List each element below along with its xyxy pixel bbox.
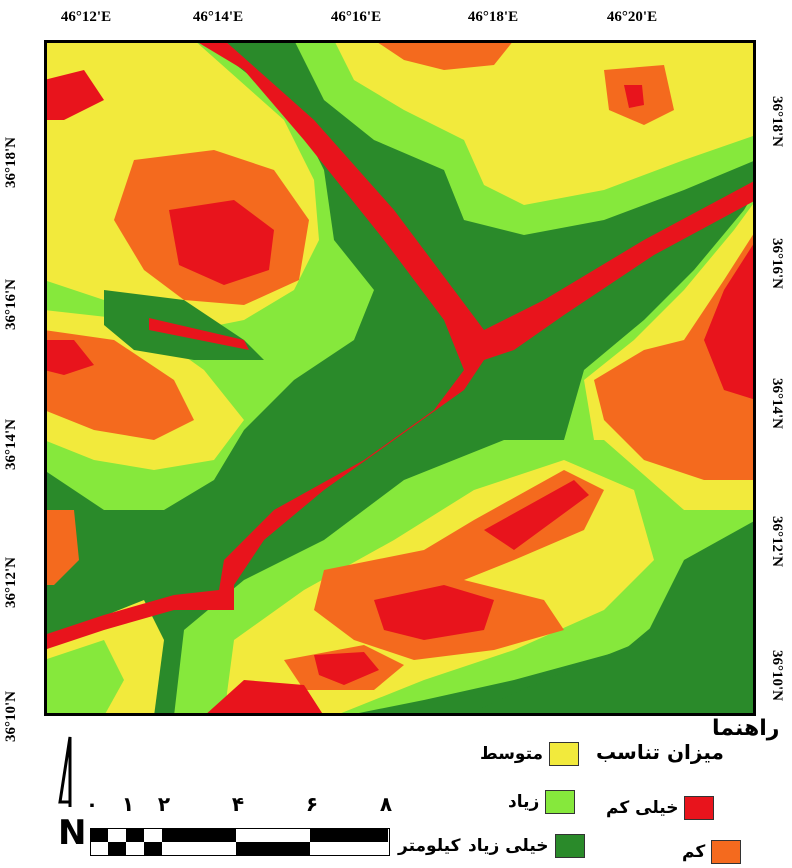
swatch-high (545, 790, 576, 814)
legend-label: متوسط (480, 744, 544, 764)
zone-very-low (204, 680, 324, 716)
scale-number: ۶ (305, 792, 319, 816)
longitude-label: 46°18'E (467, 9, 519, 25)
legend-title: راهنما (712, 716, 780, 741)
legend-label: زیاد (508, 792, 540, 812)
zone-very-low (704, 240, 756, 400)
legend-label: کم (682, 842, 706, 862)
latitude-label-right: 36°18'N (769, 96, 785, 147)
zone-very-low (169, 200, 274, 285)
latitude-label-left: 36°16'N (3, 279, 19, 330)
scale-number: ۰ (85, 792, 99, 816)
legend-label: خیلی زیاد (468, 836, 549, 856)
zone-very-low (484, 480, 589, 550)
scale-number: ۴ (231, 792, 245, 816)
scale-number: ۸ (379, 792, 393, 816)
zone-very-low (44, 70, 104, 120)
latitude-label-left: 36°14'N (3, 419, 19, 470)
legend-item-high: زیاد (508, 790, 576, 814)
latitude-label-right: 36°12'N (769, 516, 785, 567)
swatch-very-high (554, 834, 585, 858)
swatch-very-low (684, 796, 715, 820)
north-arrow-icon: N (58, 736, 86, 852)
zone-low (594, 230, 756, 480)
latitude-label-left: 36°12'N (3, 557, 19, 608)
legend-item-medium: متوسط (480, 742, 580, 766)
scale-bar (90, 828, 390, 856)
zone-very-high (464, 520, 756, 716)
latitude-label-left: 36°18'N (3, 137, 19, 188)
legend-heading: میزان تناسب (596, 740, 724, 764)
suitability-map[interactable] (44, 40, 756, 716)
legend-item-very-high: خیلی زیاد (468, 834, 585, 858)
latitude-label-right: 36°14'N (769, 378, 785, 429)
legend-item-low: کم (682, 840, 742, 864)
scale-number: ۲ (157, 792, 171, 816)
longitude-label: 46°12'E (60, 9, 112, 25)
legend-item-very-low: خیلی کم (606, 796, 715, 820)
latitude-label-left: 36°10'N (3, 691, 19, 742)
longitude-label: 46°14'E (192, 9, 244, 25)
longitude-label: 46°20'E (606, 9, 658, 25)
zone-very-low (374, 585, 494, 640)
swatch-medium (549, 742, 580, 766)
swatch-low (711, 840, 742, 864)
zone-low (374, 40, 514, 70)
zone-very-low (624, 85, 644, 108)
longitude-label: 46°16'E (330, 9, 382, 25)
latitude-label-right: 36°16'N (769, 238, 785, 289)
north-label: N (58, 813, 86, 852)
legend-label: خیلی کم (606, 798, 679, 818)
zone-very-low (314, 652, 379, 685)
zone-very-low (149, 318, 249, 350)
latitude-label-right: 36°10'N (769, 650, 785, 701)
scale-unit: کیلومتر (398, 836, 461, 856)
zone-low (44, 510, 79, 585)
zone-high (44, 640, 124, 716)
scale-number: ۱ (121, 792, 135, 816)
zone-very-low (44, 340, 94, 375)
